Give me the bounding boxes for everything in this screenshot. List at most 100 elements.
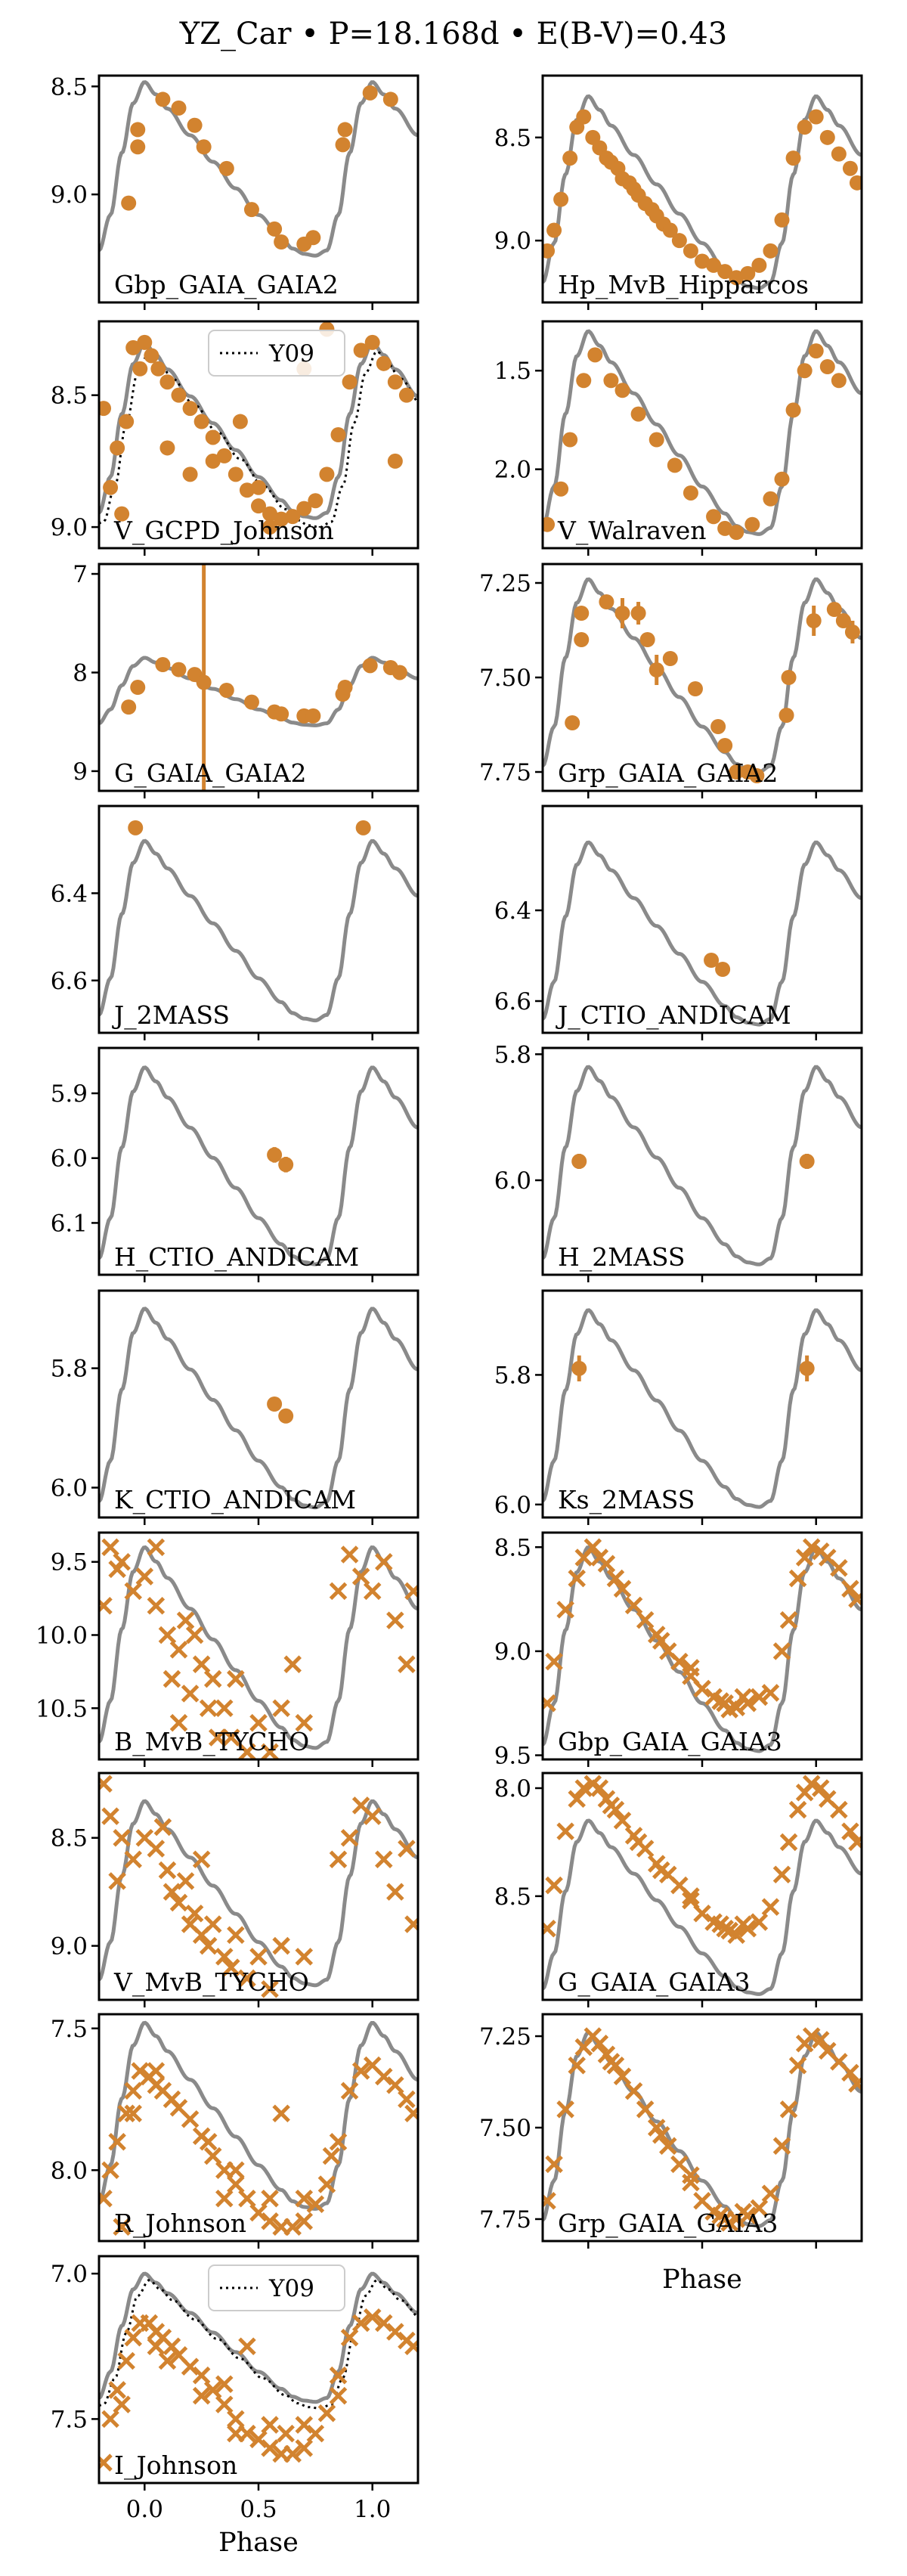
data-point: [636, 1610, 655, 1629]
panel-v-walraven: 1.5 2.0 V_Walraven: [494, 320, 863, 556]
data-point: [163, 1883, 181, 1901]
data-point: [568, 1569, 586, 1588]
data-point: [228, 467, 243, 482]
data-point: [387, 453, 403, 469]
data-point: [243, 202, 259, 218]
data-point: [103, 479, 119, 495]
data-point: [362, 658, 378, 674]
data-point: [636, 2100, 655, 2119]
data-point: [750, 1913, 769, 1931]
data-point: [267, 1147, 283, 1163]
data-point: [283, 1655, 302, 1673]
data-point: [375, 2067, 393, 2086]
x-tick-label: 1.0: [354, 2496, 391, 2523]
data-point: [305, 708, 321, 724]
data-point: [99, 2189, 113, 2208]
data-point: [222, 1728, 240, 1747]
data-point: [317, 2404, 336, 2423]
data-point: [218, 160, 234, 176]
data-point: [295, 2189, 314, 2208]
data-point: [199, 1699, 218, 1718]
data-point: [602, 1796, 621, 1815]
y-tick-label: 9.5: [51, 1549, 88, 1576]
y-tick-label: 10.0: [36, 1622, 88, 1649]
data-point: [729, 270, 744, 286]
data-point: [682, 1887, 700, 1905]
data-point: [124, 2104, 142, 2123]
data-point: [113, 2218, 131, 2237]
data-point: [283, 2218, 302, 2237]
data-point: [545, 1652, 563, 1671]
data-point: [574, 606, 590, 621]
data-point: [763, 491, 779, 507]
data-point: [808, 343, 824, 359]
data-point: [308, 493, 323, 509]
data-point: [682, 2166, 700, 2184]
data-point: [222, 1958, 240, 1976]
y09-curve: [99, 2279, 418, 2410]
data-point: [729, 525, 744, 541]
data-point: [277, 2424, 295, 2443]
data-point: [147, 2337, 166, 2355]
model-curve: [543, 94, 862, 290]
panel-frame: [541, 1531, 863, 1761]
panel-label: J_CTIO_ANDICAM: [556, 1000, 791, 1031]
data-point: [272, 1699, 290, 1718]
model-curve: [543, 1545, 862, 1753]
data-point: [659, 2137, 677, 2155]
panel-g-gaia-gaia3: 8.0 8.5 G_GAIA_GAIA3: [494, 1772, 863, 2007]
data-point: [114, 506, 130, 522]
data-point: [362, 85, 378, 101]
data-point: [695, 253, 710, 269]
data-point: [652, 1861, 670, 1880]
data-point: [199, 2132, 218, 2151]
legend-label: Y09: [268, 340, 314, 367]
panel-frame: [541, 804, 863, 1034]
data-point: [147, 1597, 166, 1615]
panel-h-2mass: 5.8 6.0 H_2MASS: [494, 1041, 863, 1282]
data-point: [761, 1684, 780, 1702]
data-point: [597, 1555, 616, 1573]
data-point: [590, 2034, 609, 2053]
legend-box: [208, 330, 345, 377]
x-axis-label: Phase: [662, 2264, 742, 2295]
data-point: [841, 2063, 859, 2082]
data-point: [386, 2075, 404, 2094]
data-point: [848, 1590, 862, 1608]
data-point: [274, 511, 289, 527]
panel-b-mvb-tycho: 9.5 10.0 10.5 B_MvB_TYCHO: [36, 1531, 419, 1767]
data-point: [842, 160, 858, 176]
data-point: [841, 1822, 859, 1840]
panel-frame: [541, 1772, 863, 2001]
model-curve: [543, 1818, 862, 1996]
data-point: [192, 1655, 211, 1673]
data-point: [682, 2173, 700, 2192]
data-point: [811, 2031, 830, 2049]
data-point: [215, 2189, 234, 2208]
data-point: [351, 1567, 370, 1586]
panel-label: V_Walraven: [557, 516, 707, 546]
data-point: [830, 1800, 848, 1819]
y-tick-label: 7: [73, 561, 88, 588]
data-point: [545, 2155, 563, 2174]
data-point: [113, 1828, 131, 1847]
data-point: [125, 339, 141, 355]
data-point: [711, 1692, 729, 1710]
data-point: [147, 2062, 166, 2080]
panel-k-ctio-andicam: 5.8 6.0 K_CTIO_ANDICAM: [51, 1289, 419, 1525]
model-curve: [543, 840, 862, 1027]
data-point: [110, 440, 125, 456]
data-point: [848, 2075, 862, 2093]
data-point: [99, 2454, 113, 2472]
data-point: [171, 387, 187, 403]
data-point: [99, 1597, 113, 1615]
data-point: [130, 139, 146, 155]
data-point: [556, 1822, 574, 1840]
data-point: [153, 1818, 172, 1837]
data-point: [261, 2439, 279, 2457]
data-point: [649, 432, 664, 448]
data-point: [774, 471, 790, 487]
panel-grp-gaia-gaia2: 7.25 7.50 7.75 Grp_GAIA_GAIA2: [479, 563, 863, 798]
data-point: [117, 2351, 135, 2370]
